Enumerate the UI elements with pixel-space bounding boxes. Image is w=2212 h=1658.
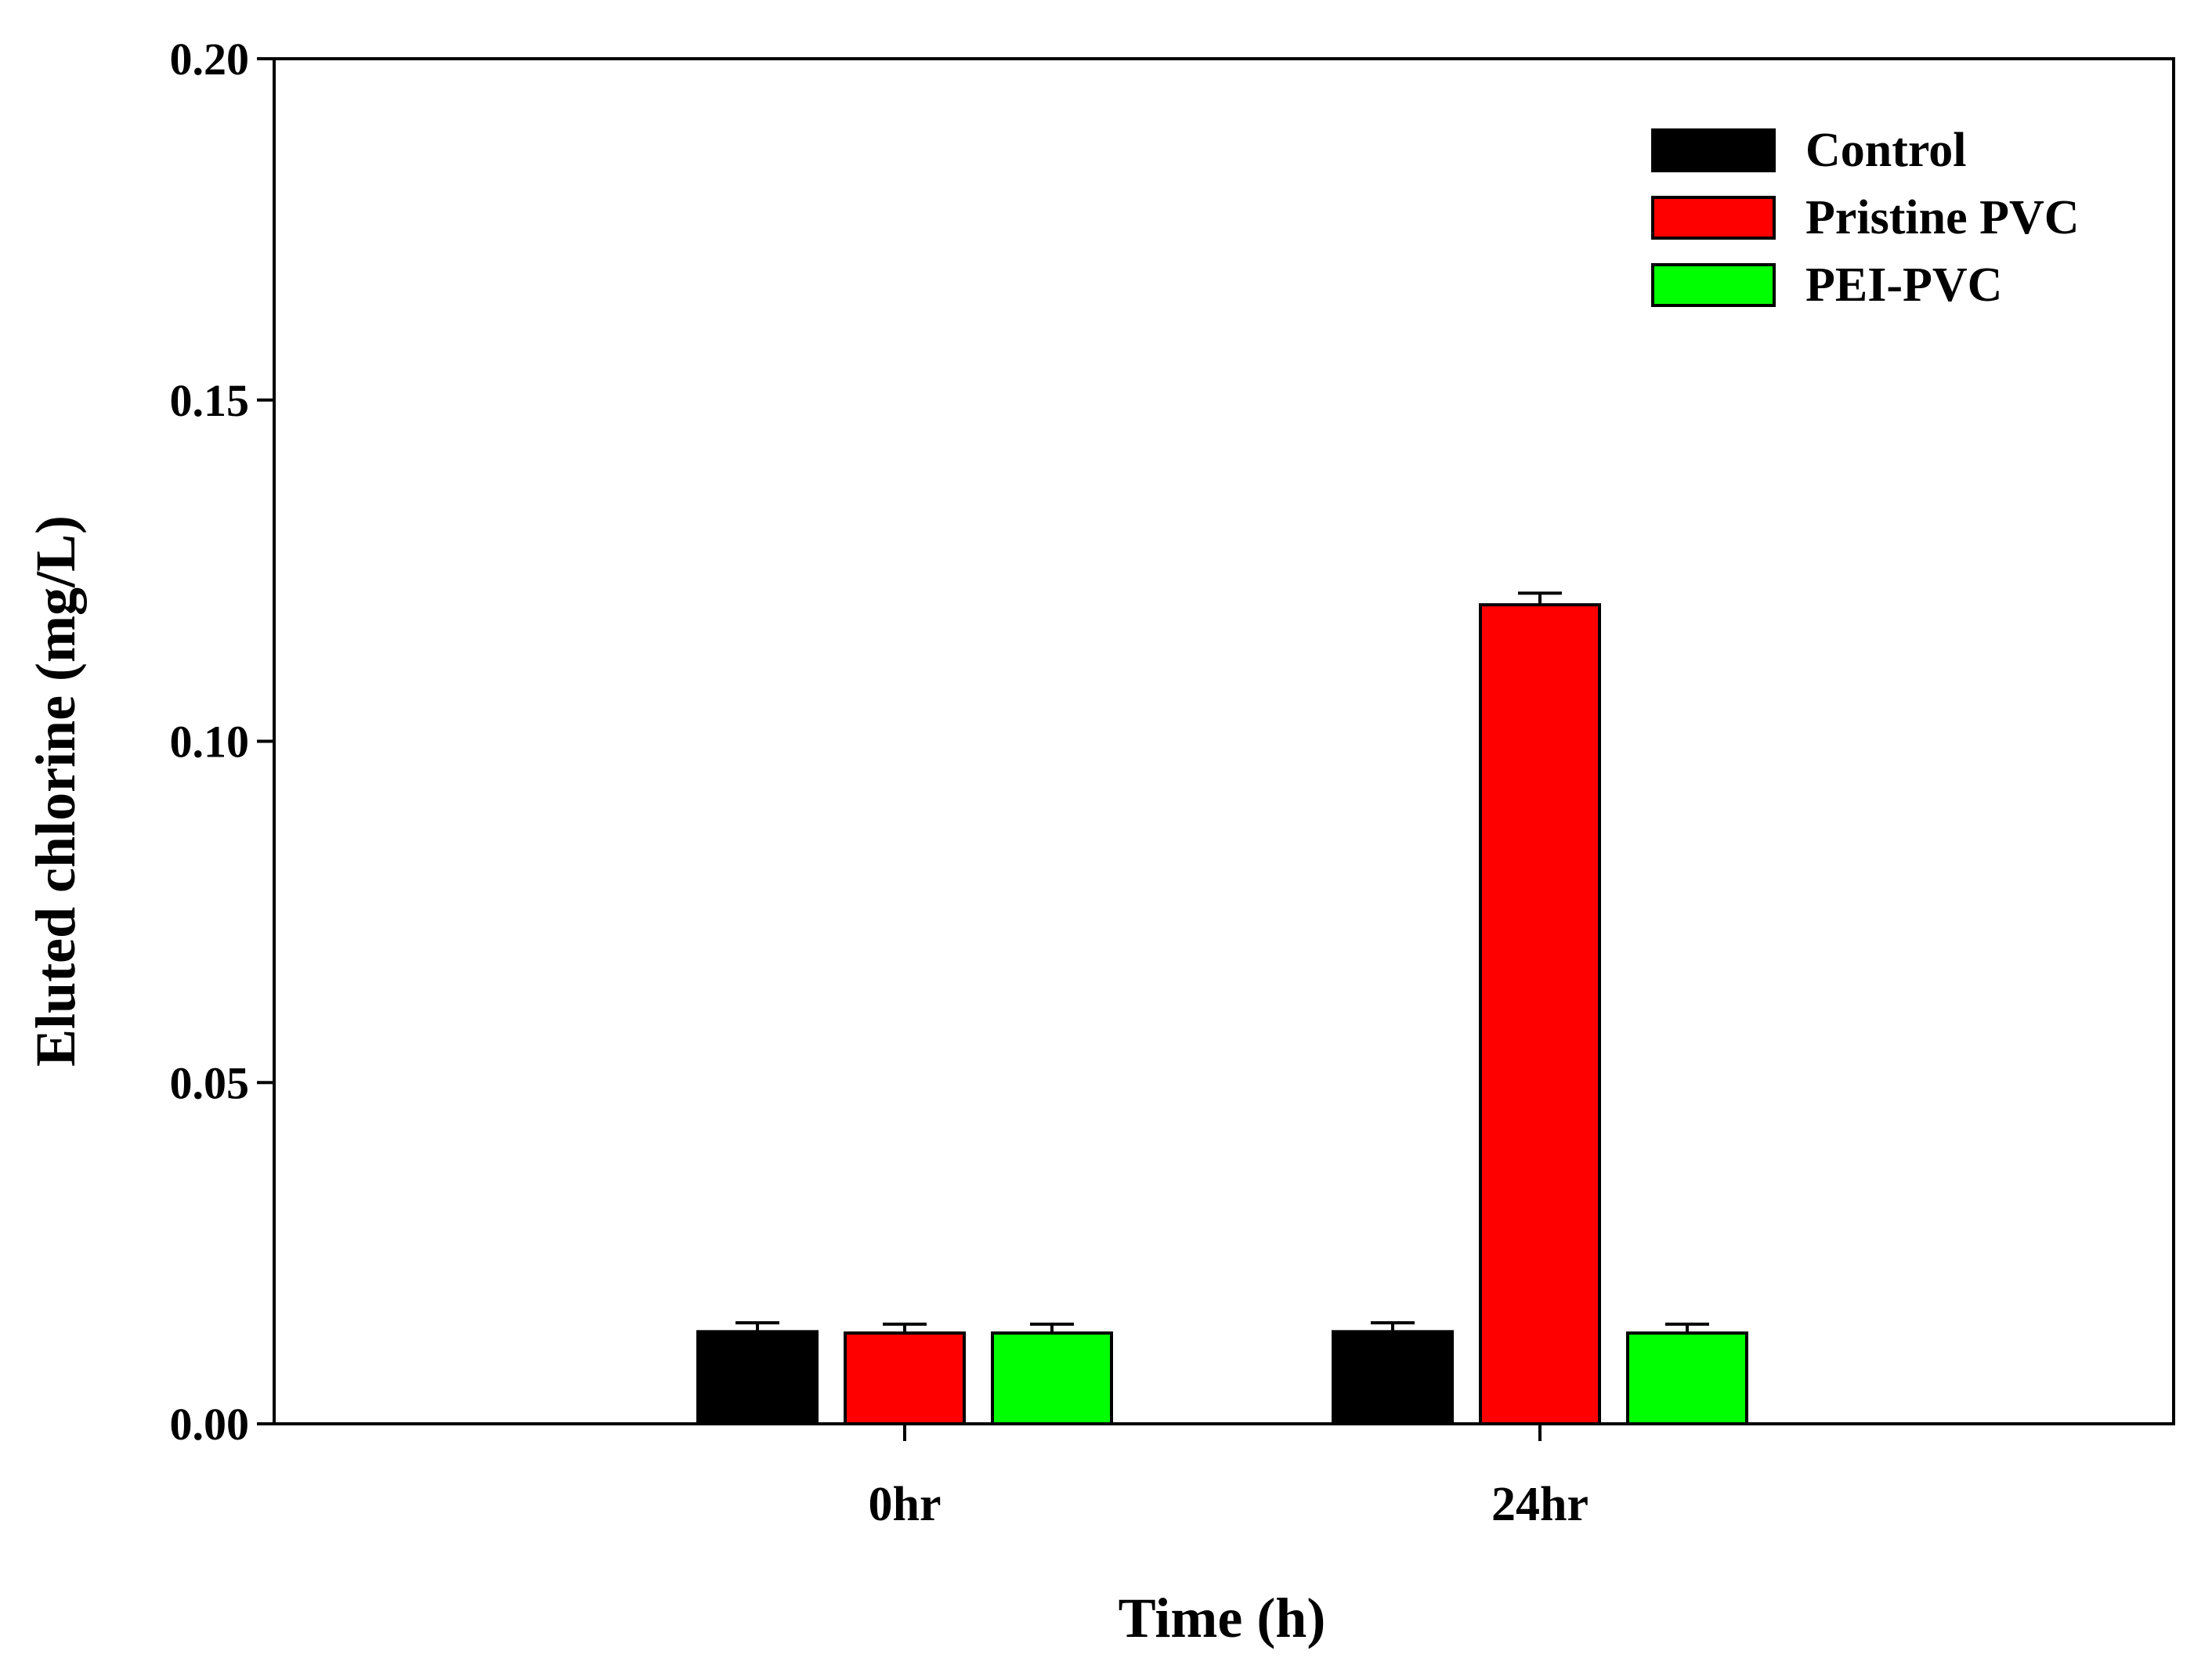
legend: Control Pristine PVC PEI-PVC bbox=[1651, 124, 2080, 312]
bar-pei-pvc-24hr bbox=[1626, 1331, 1748, 1425]
legend-swatch-pei-pvc bbox=[1651, 263, 1776, 307]
y-tick-label: 0.15 bbox=[170, 375, 250, 426]
legend-label-pristine-pvc: Pristine PVC bbox=[1805, 191, 2080, 244]
bar-control-0hr bbox=[696, 1330, 819, 1426]
bar-pei-pvc-0hr bbox=[991, 1331, 1113, 1425]
legend-label-pei-pvc: PEI-PVC bbox=[1805, 258, 2002, 312]
y-axis-title: Eluted chlorine (mg/L) bbox=[24, 515, 87, 1067]
bar-control-24hr bbox=[1332, 1330, 1454, 1426]
x-tick-label: 0hr bbox=[869, 1478, 942, 1531]
bars bbox=[696, 591, 1748, 1426]
x-axis-title: Time (h) bbox=[1119, 1587, 1326, 1649]
bar-pristine-pvc-24hr bbox=[1479, 603, 1601, 1426]
legend-swatch-pristine-pvc bbox=[1651, 196, 1776, 240]
axes: 0.00 0.05 0.10 0.15 0.20 0hr 24hr bbox=[170, 34, 2175, 1531]
y-tick-label: 0.10 bbox=[170, 717, 250, 768]
x-tick-label: 24hr bbox=[1491, 1478, 1589, 1531]
legend-swatch-control bbox=[1651, 128, 1776, 172]
legend-label-control: Control bbox=[1805, 124, 1967, 177]
bar-pristine-pvc-0hr bbox=[844, 1331, 966, 1425]
y-tick-label: 0.20 bbox=[170, 34, 250, 85]
y-tick-label: 0.05 bbox=[170, 1057, 250, 1108]
y-tick-label: 0.00 bbox=[170, 1399, 250, 1450]
